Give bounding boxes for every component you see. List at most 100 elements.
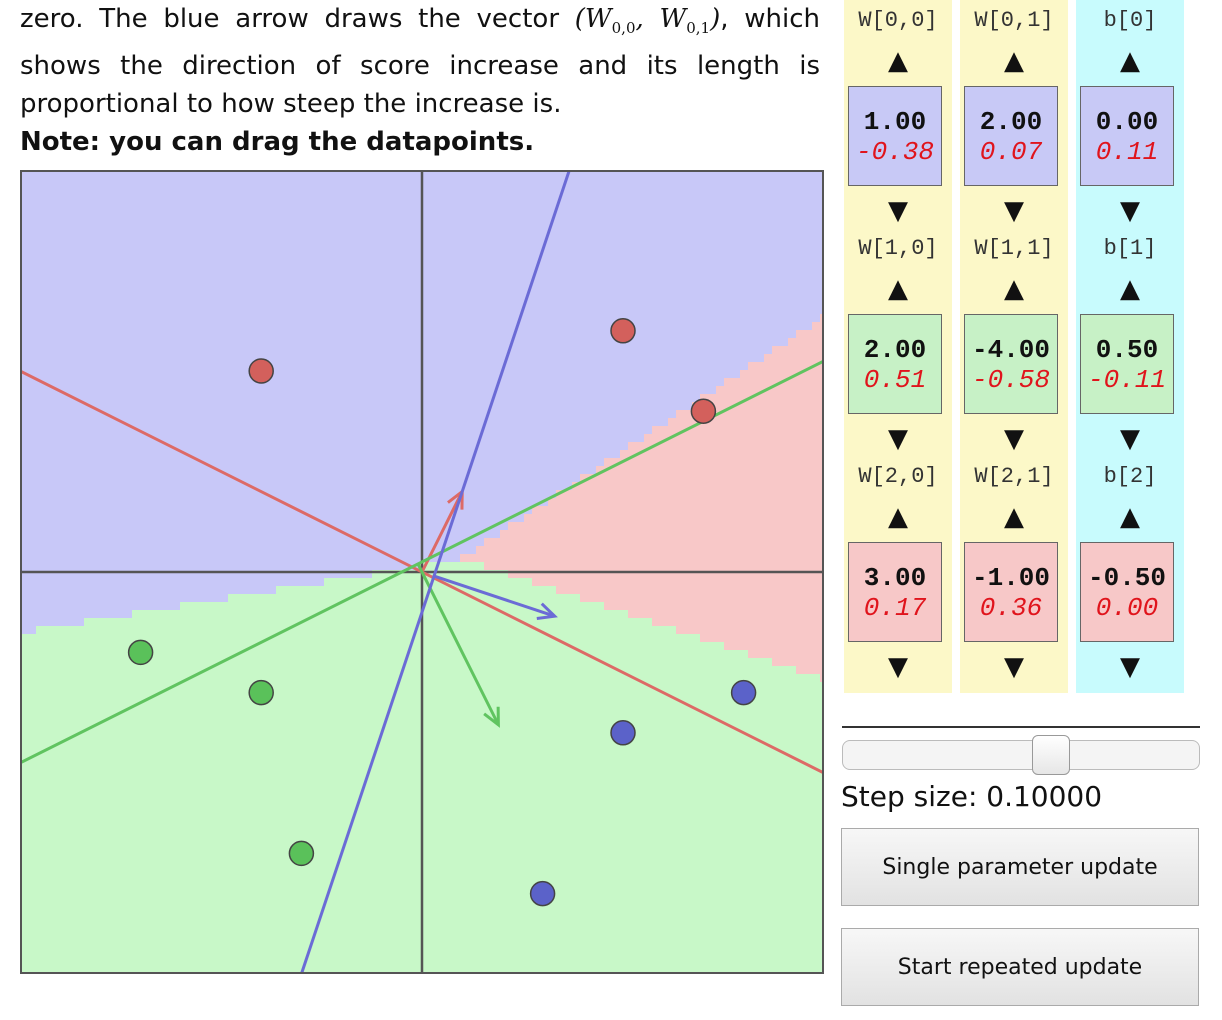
region-cell bbox=[20, 354, 28, 362]
region-cell bbox=[228, 170, 236, 178]
region-cell bbox=[36, 290, 44, 298]
region-cell bbox=[164, 202, 172, 210]
region-cell bbox=[92, 226, 100, 234]
region-cell bbox=[372, 770, 380, 778]
region-cell bbox=[364, 226, 372, 234]
region-cell bbox=[124, 642, 132, 650]
region-cell bbox=[276, 570, 284, 578]
region-cell bbox=[68, 842, 76, 850]
region-cell bbox=[140, 962, 148, 970]
region-cell bbox=[164, 498, 172, 506]
region-cell bbox=[52, 634, 60, 642]
score-plot[interactable] bbox=[20, 170, 824, 974]
region-cell bbox=[84, 650, 92, 658]
region-cell bbox=[308, 802, 316, 810]
region-cell bbox=[228, 282, 236, 290]
region-cell bbox=[316, 226, 324, 234]
region-cell bbox=[212, 434, 220, 442]
region-cell bbox=[340, 650, 348, 658]
region-cell bbox=[188, 522, 196, 530]
region-cell bbox=[164, 770, 172, 778]
region-cell bbox=[268, 354, 276, 362]
region-cell bbox=[324, 570, 332, 578]
region-cell bbox=[180, 666, 188, 674]
region-cell bbox=[20, 202, 28, 210]
region-cell bbox=[116, 474, 124, 482]
region-cell bbox=[220, 418, 228, 426]
region-cell bbox=[252, 586, 260, 594]
region-cell bbox=[68, 218, 76, 226]
region-cell bbox=[164, 274, 172, 282]
region-cell bbox=[348, 882, 356, 890]
region-cell bbox=[348, 186, 356, 194]
region-cell bbox=[68, 386, 76, 394]
region-cell bbox=[204, 842, 212, 850]
region-cell bbox=[172, 314, 180, 322]
region-cell bbox=[364, 482, 372, 490]
region-cell bbox=[252, 258, 260, 266]
region-cell bbox=[380, 530, 388, 538]
region-cell bbox=[300, 682, 308, 690]
region-cell bbox=[340, 882, 348, 890]
region-cell bbox=[348, 826, 356, 834]
region-cell bbox=[116, 690, 124, 698]
region-cell bbox=[372, 810, 380, 818]
region-cell bbox=[28, 506, 36, 514]
region-cell bbox=[52, 922, 60, 930]
region-cell bbox=[180, 698, 188, 706]
region-cell bbox=[324, 730, 332, 738]
region-cell bbox=[380, 314, 388, 322]
region-cell bbox=[348, 578, 356, 586]
region-cell bbox=[20, 546, 28, 554]
region-cell bbox=[36, 266, 44, 274]
region-cell bbox=[132, 578, 140, 586]
region-cell bbox=[356, 810, 364, 818]
region-cell bbox=[172, 370, 180, 378]
region-cell bbox=[92, 866, 100, 874]
region-cell bbox=[116, 730, 124, 738]
region-cell bbox=[276, 402, 284, 410]
region-cell bbox=[100, 674, 108, 682]
region-cell bbox=[68, 786, 76, 794]
region-cell bbox=[188, 706, 196, 714]
region-cell bbox=[276, 754, 284, 762]
region-cell bbox=[220, 250, 228, 258]
region-cell bbox=[316, 570, 324, 578]
region-cell bbox=[236, 690, 244, 698]
region-cell bbox=[204, 610, 212, 618]
region-cell bbox=[356, 858, 364, 866]
region-cell bbox=[372, 250, 380, 258]
region-cell bbox=[260, 858, 268, 866]
region-cell bbox=[60, 714, 68, 722]
region-cell bbox=[268, 330, 276, 338]
region-cell bbox=[52, 306, 60, 314]
region-cell bbox=[380, 234, 388, 242]
region-cell bbox=[380, 842, 388, 850]
region-cell bbox=[164, 298, 172, 306]
region-cell bbox=[188, 218, 196, 226]
region-cell bbox=[268, 178, 276, 186]
region-cell bbox=[68, 930, 76, 938]
region-cell bbox=[180, 474, 188, 482]
region-cell bbox=[188, 378, 196, 386]
region-cell bbox=[108, 842, 116, 850]
region-cell bbox=[68, 666, 76, 674]
region-cell bbox=[236, 570, 244, 578]
region-cell bbox=[380, 890, 388, 898]
region-cell bbox=[52, 186, 60, 194]
region-cell bbox=[220, 858, 228, 866]
region-cell bbox=[180, 562, 188, 570]
region-cell bbox=[196, 498, 204, 506]
region-cell bbox=[252, 402, 260, 410]
region-cell bbox=[316, 826, 324, 834]
region-cell bbox=[124, 562, 132, 570]
region-cell bbox=[212, 602, 220, 610]
region-cell bbox=[372, 874, 380, 882]
region-cell bbox=[324, 586, 332, 594]
region-cell bbox=[316, 682, 324, 690]
region-cell bbox=[108, 394, 116, 402]
region-cell bbox=[332, 442, 340, 450]
region-cell bbox=[132, 490, 140, 498]
region-cell bbox=[68, 418, 76, 426]
region-cell bbox=[180, 378, 188, 386]
